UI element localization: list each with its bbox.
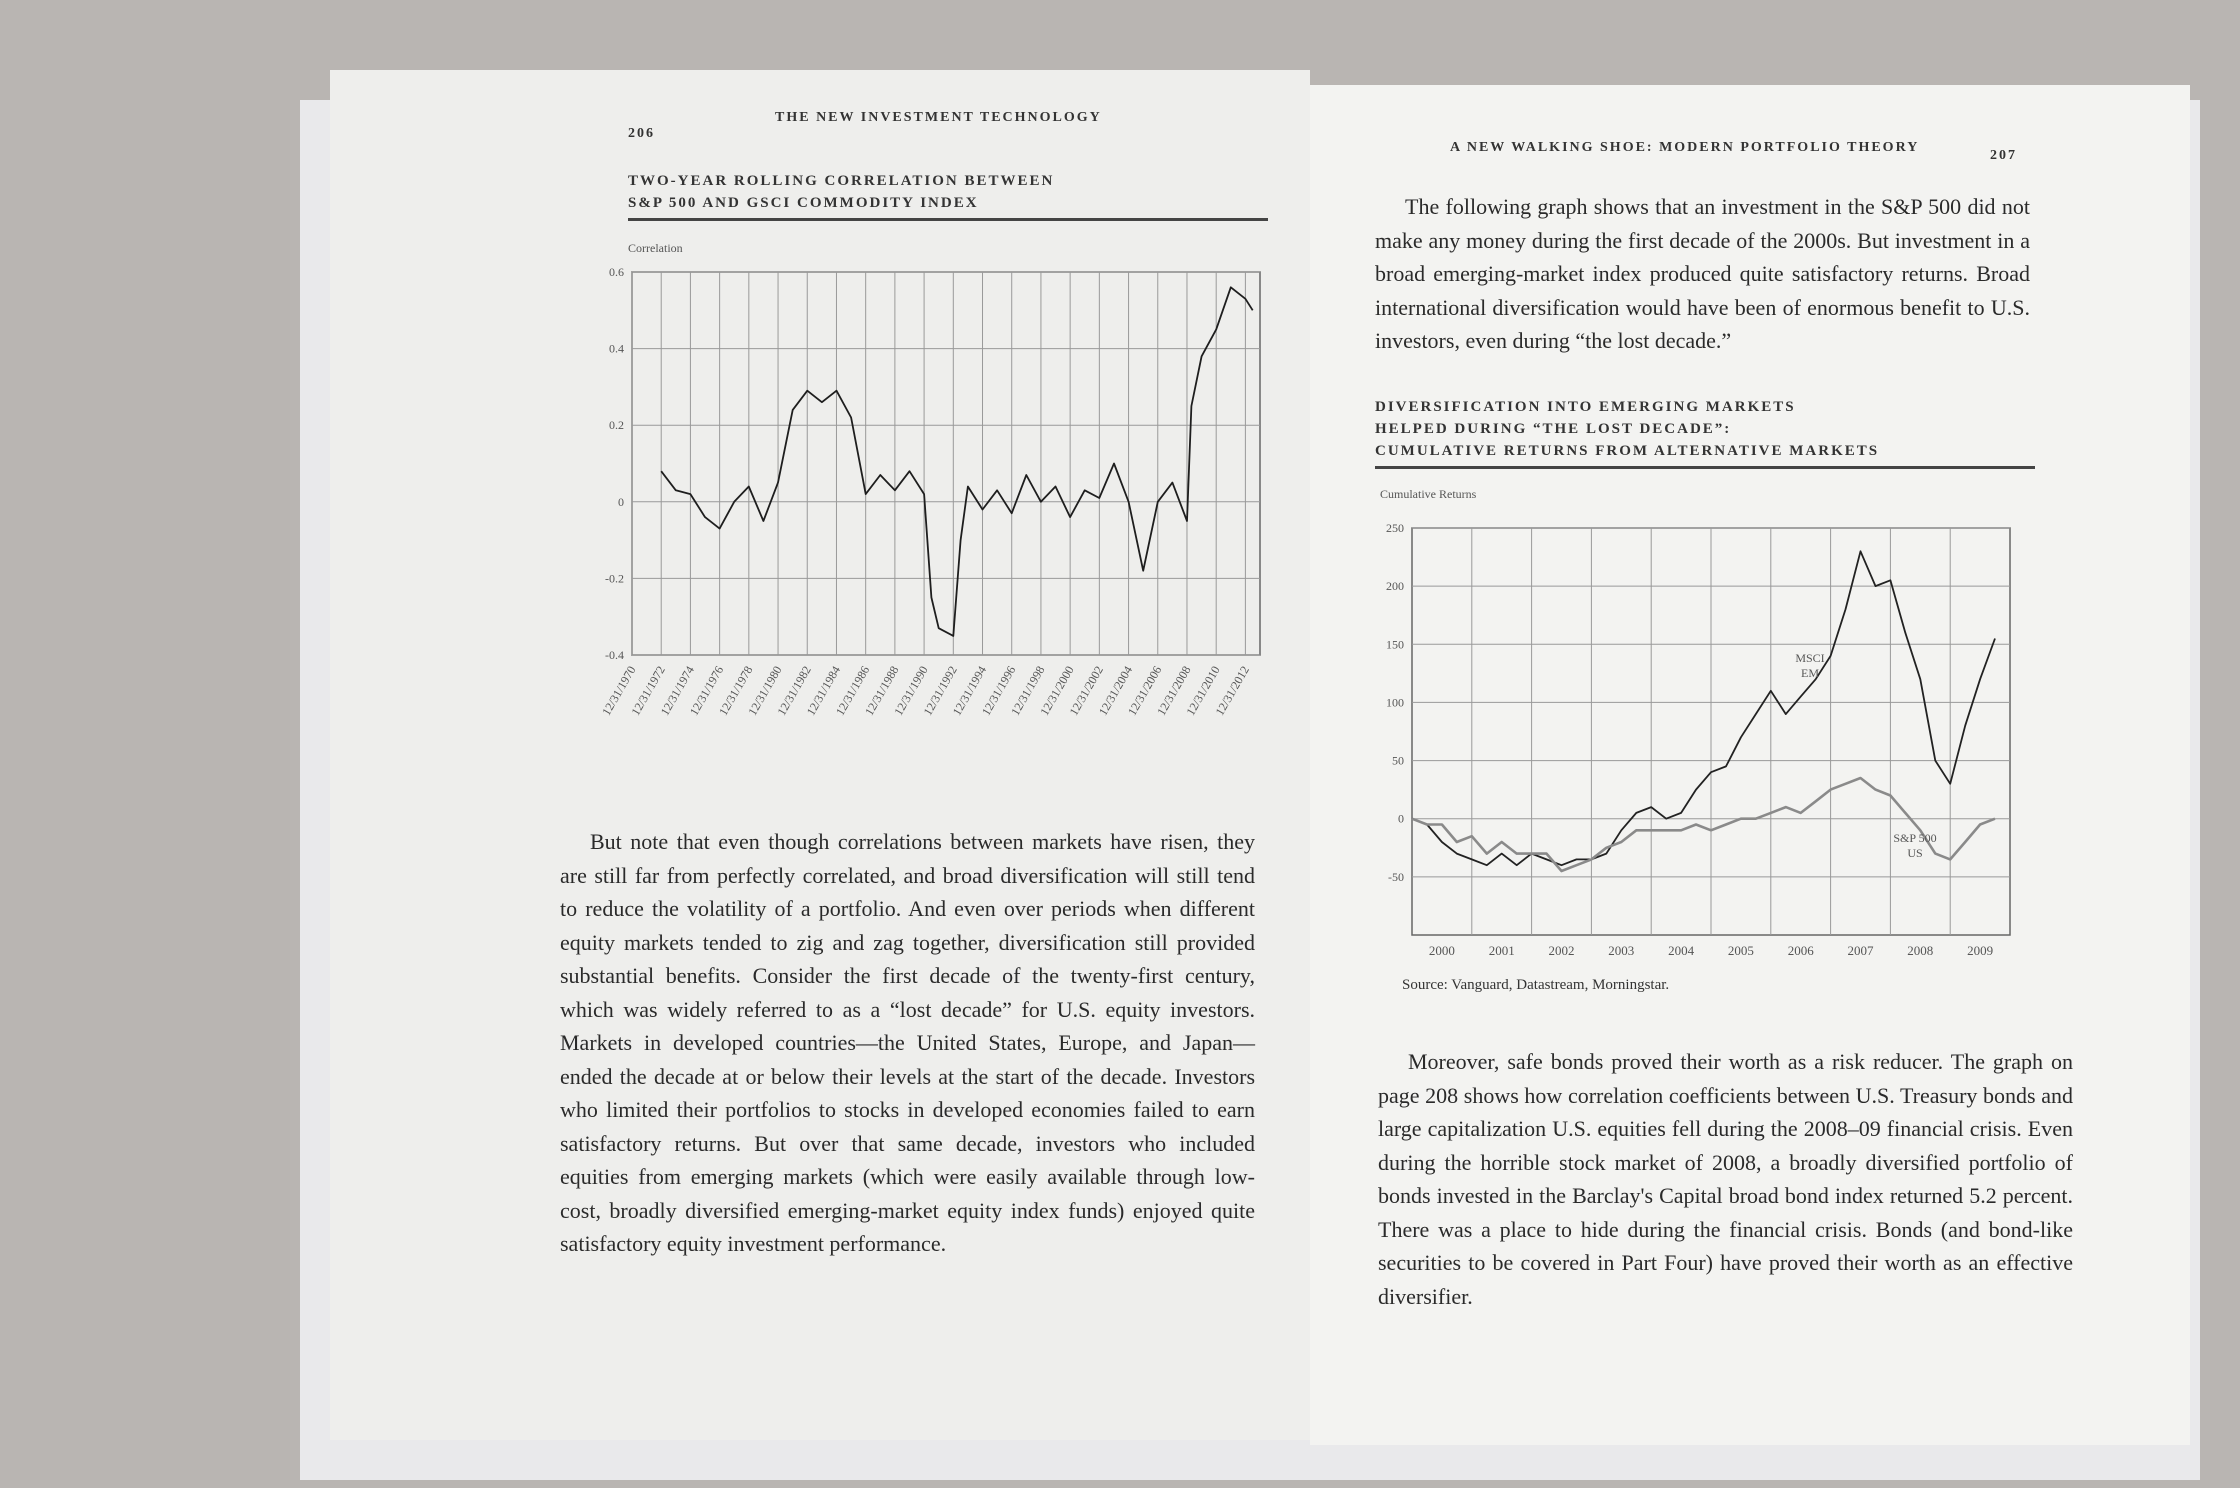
- x-tick-label: 2002: [1549, 943, 1575, 958]
- page-number: 207: [1990, 148, 2017, 163]
- right-page: [1310, 85, 2190, 1445]
- y-axis-label: Cumulative Returns: [1380, 487, 1477, 501]
- body-text: Moreover, safe bonds proved their worth …: [1378, 1049, 2073, 1309]
- series-label-line: MSCI: [1795, 651, 1824, 665]
- page-number: 206: [628, 126, 655, 141]
- series-label: MSCI EM: [1795, 651, 1824, 680]
- series-label-line: US: [1907, 846, 1922, 860]
- y-tick-label: 50: [1392, 754, 1404, 768]
- y-axis-label: Correlation: [628, 241, 683, 255]
- y-tick-label: 0.6: [609, 265, 624, 279]
- y-tick-label: 200: [1386, 579, 1404, 593]
- x-tick-label: 2007: [1848, 943, 1875, 958]
- x-tick-label: 2001: [1489, 943, 1515, 958]
- series-label-line: EM: [1801, 666, 1819, 680]
- y-tick-label: -0.4: [605, 648, 624, 662]
- x-tick-label: 2008: [1907, 943, 1933, 958]
- y-tick-label: 100: [1386, 695, 1404, 709]
- running-head: A NEW WALKING SHOE: MODERN PORTFOLIO THE…: [1450, 140, 1920, 155]
- y-tick-label: -0.2: [605, 571, 624, 585]
- plot-area: [631, 271, 1261, 656]
- body-text: The following graph shows that an invest…: [1375, 194, 2030, 353]
- y-tick-label: 0: [618, 495, 624, 509]
- data-line: [1411, 776, 1996, 873]
- x-tick-label: 2003: [1608, 943, 1634, 958]
- y-tick-label: -50: [1388, 870, 1404, 884]
- title-line: DIVERSIFICATION INTO EMERGING MARKETS: [1375, 399, 1796, 415]
- running-head: THE NEW INVESTMENT TECHNOLOGY: [775, 110, 1102, 125]
- x-tick-label: 2005: [1728, 943, 1754, 958]
- series-label-line: S&P 500: [1893, 831, 1936, 845]
- y-tick-label: 150: [1386, 637, 1404, 651]
- left-page: [330, 70, 1310, 1440]
- title-line: CUMULATIVE RETURNS FROM ALTERNATIVE MARK…: [1375, 443, 1880, 459]
- title-line: HELPED DURING “THE LOST DECADE”:: [1375, 421, 1732, 437]
- y-tick-label: 250: [1386, 521, 1404, 535]
- series-label: S&P 500 US: [1893, 831, 1936, 860]
- source-note: Source: Vanguard, Datastream, Morningsta…: [1402, 977, 1670, 993]
- chart-title: DIVERSIFICATION INTO EMERGING MARKETS HE…: [1375, 396, 2035, 469]
- body-text: But note that even though correlations b…: [560, 829, 1255, 1256]
- x-tick-label: 2004: [1668, 943, 1695, 958]
- data-line: [1411, 550, 1996, 867]
- y-tick-label: 0: [1398, 812, 1404, 826]
- chart-title: TWO-YEAR ROLLING CORRELATION BETWEEN S&P…: [628, 170, 1268, 221]
- x-tick-label: 2009: [1967, 943, 1993, 958]
- x-tick-label: 2006: [1788, 943, 1815, 958]
- title-line: S&P 500 AND GSCI COMMODITY INDEX: [628, 195, 979, 211]
- title-line: TWO-YEAR ROLLING CORRELATION BETWEEN: [628, 173, 1055, 189]
- y-tick-label: 0.4: [609, 342, 624, 356]
- data-line: [660, 286, 1254, 637]
- x-tick-label: 2000: [1429, 943, 1455, 958]
- y-tick-label: 0.2: [609, 418, 624, 432]
